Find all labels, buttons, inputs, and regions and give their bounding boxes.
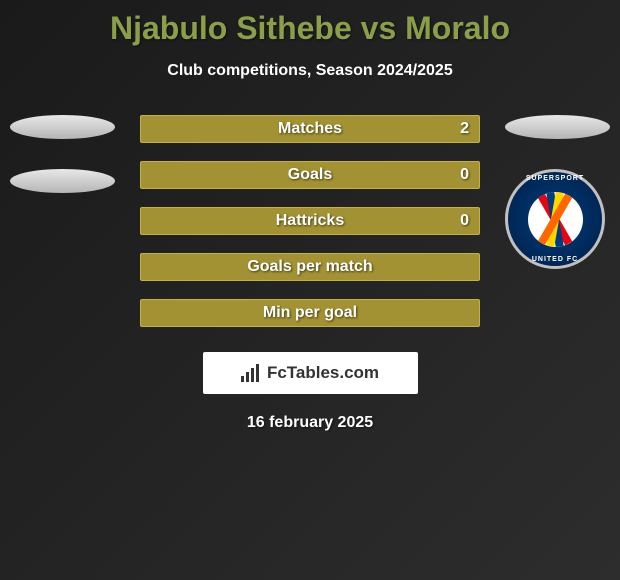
content-row: Matches 2 Goals 0 Hattricks 0 Goals per … — [0, 115, 620, 327]
subtitle: Club competitions, Season 2024/2025 — [167, 62, 452, 80]
stat-label: Goals per match — [247, 258, 372, 276]
placeholder-ellipse — [505, 115, 610, 139]
left-decoration — [10, 115, 115, 223]
page-title: Njabulo Sithebe vs Moralo — [110, 10, 510, 47]
stat-label: Min per goal — [263, 304, 357, 322]
footer-logo-text: FcTables.com — [267, 363, 379, 383]
stat-row-min-per-goal: Min per goal — [140, 299, 480, 327]
footer-logo: FcTables.com — [203, 352, 418, 394]
stat-label: Matches — [278, 120, 342, 138]
chart-bars-icon — [241, 364, 259, 382]
stats-list: Matches 2 Goals 0 Hattricks 0 Goals per … — [140, 115, 480, 327]
badge-inner-circle — [528, 192, 583, 247]
stat-value: 2 — [460, 120, 469, 138]
team-badge: SUPERSPORT UNITED FC — [505, 169, 605, 269]
badge-stripes-icon — [528, 192, 583, 247]
badge-outer-ring: SUPERSPORT UNITED FC — [505, 169, 605, 269]
stat-label: Goals — [288, 166, 332, 184]
stat-row-goals-per-match: Goals per match — [140, 253, 480, 281]
stat-row-matches: Matches 2 — [140, 115, 480, 143]
date-text: 16 february 2025 — [247, 414, 373, 432]
main-container: Njabulo Sithebe vs Moralo Club competiti… — [0, 0, 620, 442]
stat-value: 0 — [460, 212, 469, 230]
badge-text-bottom: UNITED FC — [508, 256, 602, 263]
placeholder-ellipse — [10, 169, 115, 193]
right-decoration: SUPERSPORT UNITED FC — [505, 115, 610, 269]
stat-value: 0 — [460, 166, 469, 184]
stat-label: Hattricks — [276, 212, 344, 230]
stat-row-hattricks: Hattricks 0 — [140, 207, 480, 235]
placeholder-ellipse — [10, 115, 115, 139]
stat-row-goals: Goals 0 — [140, 161, 480, 189]
badge-text-top: SUPERSPORT — [508, 175, 602, 182]
